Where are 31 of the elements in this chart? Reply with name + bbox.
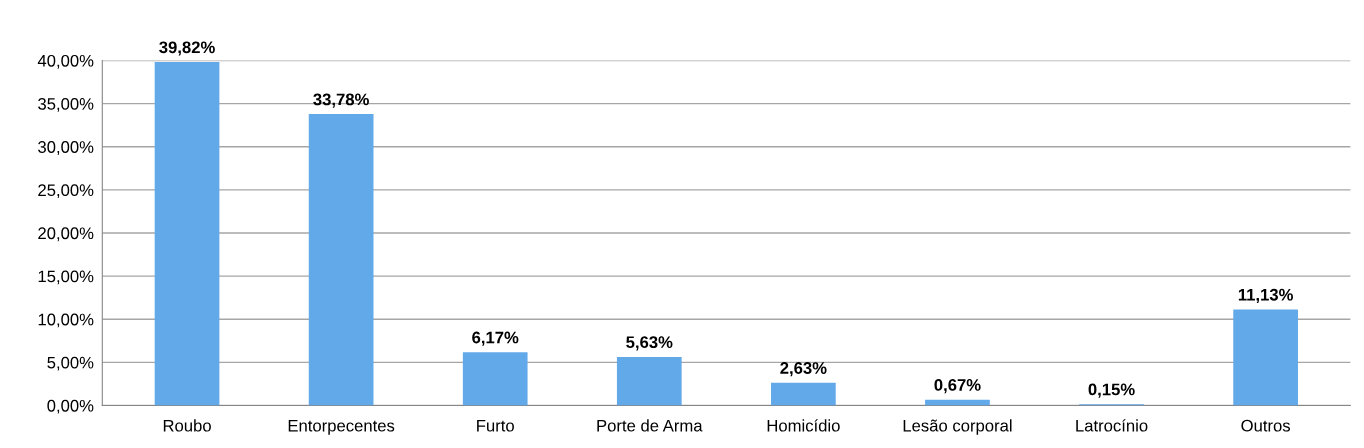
y-tick-label: 15,00%	[38, 270, 94, 285]
bar	[771, 382, 836, 406]
bar	[616, 356, 682, 406]
x-tick-label: Latrocínio	[1076, 419, 1148, 432]
y-tick-label: 25,00%	[38, 184, 94, 199]
y-tick-label: 40,00%	[37, 54, 94, 69]
y-tick-label: 10,00%	[38, 313, 94, 328]
bar	[462, 352, 528, 406]
data-label: 2,63%	[780, 362, 827, 377]
x-tick-label: Outros	[1241, 419, 1291, 432]
data-label: 39,82%	[159, 41, 215, 56]
bar	[308, 114, 374, 406]
data-label: 6,17%	[472, 331, 519, 346]
data-label: 0,67%	[934, 379, 981, 394]
x-tick-label: Entorpecentes	[288, 419, 395, 435]
x-tick-label: Lesão corporal	[903, 419, 1012, 435]
x-tick-label: Furto	[477, 419, 514, 432]
x-tick-label: Porte de Arma	[597, 419, 703, 432]
y-tick-label: 30,00%	[38, 141, 94, 155]
x-tick-label: Homicídio	[767, 419, 840, 432]
data-label: 11,13%	[1238, 288, 1293, 304]
y-tick-label: 20,00%	[38, 227, 94, 242]
data-label: 0,15%	[1088, 383, 1135, 398]
x-tick-label: Roubo	[163, 419, 211, 432]
data-label: 33,78%	[313, 93, 369, 108]
y-tick-label: 35,00%	[38, 98, 94, 112]
y-tick-label: 0,00%	[47, 399, 94, 414]
bar	[154, 62, 220, 406]
data-label: 5,63%	[626, 336, 673, 351]
y-tick-label: 5,00%	[47, 356, 94, 371]
bar	[1233, 309, 1298, 406]
